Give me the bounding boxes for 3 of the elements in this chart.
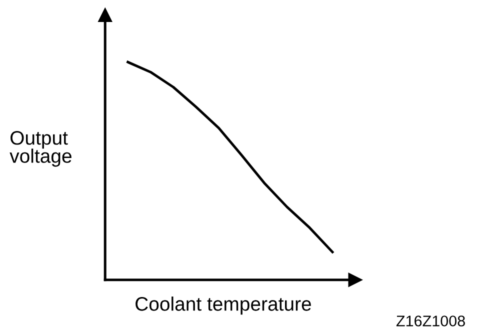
y-axis-title: Output voltage	[10, 131, 72, 167]
text: Z16Z1008	[396, 316, 465, 326]
x-axis-title: Coolant temperature	[136, 296, 311, 315]
